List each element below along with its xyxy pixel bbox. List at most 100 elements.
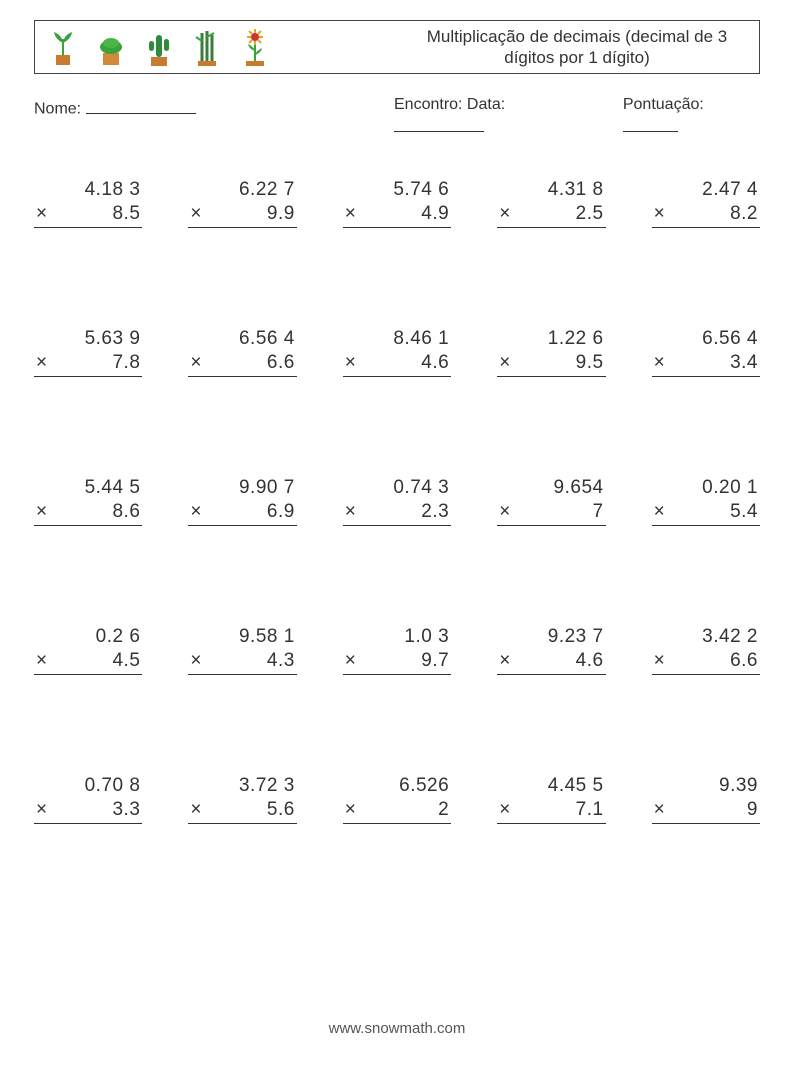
multiplicand: 8.46 1 (359, 328, 449, 350)
name-blank (86, 96, 196, 114)
problem: 9.90 7×6.9 (188, 477, 296, 526)
operator: × (499, 203, 513, 225)
multiplicand: 9.39 (668, 775, 758, 797)
problem-bottom-line: ×6.6 (188, 352, 296, 377)
problem: 6.526×2 (343, 775, 451, 824)
header-icons-area (35, 21, 395, 73)
problems-grid: 4.18 3×8.56.22 7×9.95.74 6×4.94.31 8×2.5… (34, 179, 760, 824)
problem-bottom-line: ×4.9 (343, 203, 451, 228)
multiplicand: 3.42 2 (668, 626, 758, 648)
score-blank (623, 114, 678, 132)
operator: × (345, 650, 359, 672)
multiplicand: 0.2 6 (50, 626, 140, 648)
footer-url: www.snowmath.com (0, 1020, 794, 1037)
problem-bottom-line: ×9.9 (188, 203, 296, 228)
problem-bottom-line: ×9 (652, 799, 760, 824)
operator: × (499, 650, 513, 672)
multiplier: 2.5 (513, 203, 603, 225)
problem-top-line: 4.31 8 (497, 179, 605, 203)
problem-bottom-line: ×7.8 (34, 352, 142, 377)
multiplicand: 4.31 8 (513, 179, 603, 201)
multiplicand: 1.0 3 (359, 626, 449, 648)
cactus-icon (141, 25, 177, 69)
bamboo-icon (189, 25, 225, 69)
operator: × (654, 203, 668, 225)
multiplicand: 0.74 3 (359, 477, 449, 499)
multiplier: 9 (668, 799, 758, 821)
problem: 4.45 5×7.1 (497, 775, 605, 824)
labels-row: Nome: Encontro: Data: Pontuação: (34, 96, 760, 137)
problem-top-line: 5.74 6 (343, 179, 451, 203)
multiplier: 2 (359, 799, 449, 821)
problem-bottom-line: ×3.3 (34, 799, 142, 824)
multiplier: 5.4 (668, 501, 758, 523)
operator: × (654, 501, 668, 523)
problem-bottom-line: ×9.7 (343, 650, 451, 675)
problem: 0.70 8×3.3 (34, 775, 142, 824)
problem-top-line: 0.70 8 (34, 775, 142, 799)
problem-top-line: 5.63 9 (34, 328, 142, 352)
operator: × (345, 352, 359, 374)
problem-top-line: 6.56 4 (652, 328, 760, 352)
multiplier: 3.4 (668, 352, 758, 374)
problem: 9.654×7 (497, 477, 605, 526)
problem-bottom-line: ×2.5 (497, 203, 605, 228)
multiplier: 4.3 (204, 650, 294, 672)
multiplier: 4.6 (513, 650, 603, 672)
problem-top-line: 3.42 2 (652, 626, 760, 650)
problem-top-line: 3.72 3 (188, 775, 296, 799)
problem: 1.22 6×9.5 (497, 328, 605, 377)
problem-bottom-line: ×8.6 (34, 501, 142, 526)
problem-bottom-line: ×4.6 (497, 650, 605, 675)
multiplier: 7 (513, 501, 603, 523)
problem: 2.47 4×8.2 (652, 179, 760, 228)
problem-top-line: 9.39 (652, 775, 760, 799)
operator: × (499, 352, 513, 374)
problem-bottom-line: ×3.4 (652, 352, 760, 377)
name-label-group: Nome: (34, 96, 394, 137)
operator: × (654, 799, 668, 821)
multiplier: 6.6 (668, 650, 758, 672)
multiplier: 8.2 (668, 203, 758, 225)
multiplicand: 0.20 1 (668, 477, 758, 499)
problem: 6.56 4×6.6 (188, 328, 296, 377)
problem: 5.44 5×8.6 (34, 477, 142, 526)
problem-top-line: 9.90 7 (188, 477, 296, 501)
multiplier: 9.5 (513, 352, 603, 374)
multiplicand: 0.70 8 (50, 775, 140, 797)
multiplicand: 9.58 1 (204, 626, 294, 648)
problem-top-line: 0.74 3 (343, 477, 451, 501)
problems-area: 4.18 3×8.56.22 7×9.95.74 6×4.94.31 8×2.5… (34, 179, 760, 824)
problem-top-line: 2.47 4 (652, 179, 760, 203)
problem-top-line: 1.0 3 (343, 626, 451, 650)
operator: × (345, 799, 359, 821)
problem-bottom-line: ×5.4 (652, 501, 760, 526)
multiplicand: 6.526 (359, 775, 449, 797)
multiplicand: 6.56 4 (668, 328, 758, 350)
operator: × (499, 799, 513, 821)
multiplicand: 4.18 3 (50, 179, 140, 201)
operator: × (345, 501, 359, 523)
multiplicand: 9.23 7 (513, 626, 603, 648)
problem-top-line: 6.22 7 (188, 179, 296, 203)
seedling-icon (45, 25, 81, 69)
problem: 8.46 1×4.6 (343, 328, 451, 377)
problem: 5.63 9×7.8 (34, 328, 142, 377)
operator: × (190, 650, 204, 672)
problem: 1.0 3×9.7 (343, 626, 451, 675)
problem-top-line: 5.44 5 (34, 477, 142, 501)
multiplicand: 2.47 4 (668, 179, 758, 201)
problem-top-line: 4.45 5 (497, 775, 605, 799)
problem-top-line: 9.23 7 (497, 626, 605, 650)
problem: 4.31 8×2.5 (497, 179, 605, 228)
operator: × (190, 352, 204, 374)
header-box: Multiplicação de decimais (decimal de 3 … (34, 20, 760, 74)
operator: × (654, 650, 668, 672)
problem-top-line: 6.56 4 (188, 328, 296, 352)
score-label: Pontuação: (623, 96, 704, 113)
problem-top-line: 0.20 1 (652, 477, 760, 501)
problem-bottom-line: ×2 (343, 799, 451, 824)
multiplier: 2.3 (359, 501, 449, 523)
operator: × (190, 203, 204, 225)
operator: × (36, 799, 50, 821)
